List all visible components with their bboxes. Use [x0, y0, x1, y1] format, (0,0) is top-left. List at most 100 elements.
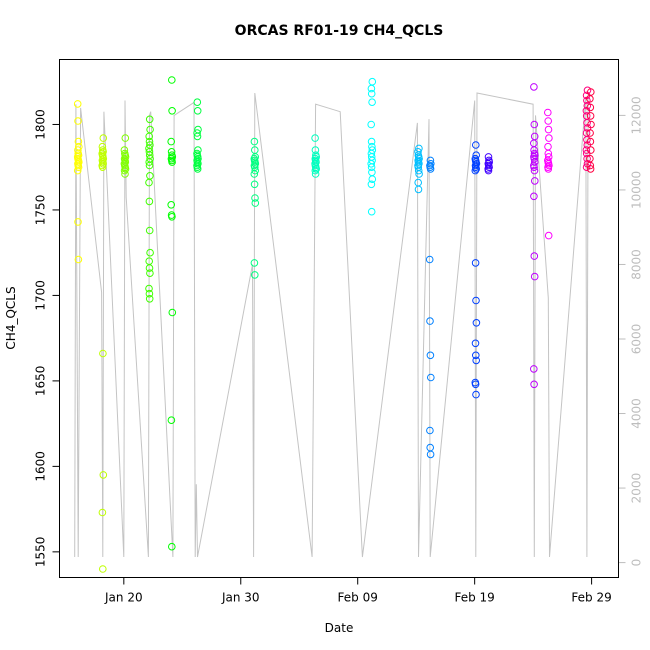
- data-point: [415, 170, 423, 178]
- data-point: [582, 163, 591, 171]
- data-point: [583, 154, 591, 163]
- data-point: [582, 146, 591, 154]
- data-point: [145, 295, 154, 303]
- data-point: [146, 269, 154, 278]
- x-tick-label: Feb 29: [571, 591, 611, 605]
- data-point: [471, 380, 480, 389]
- data-point: [74, 163, 83, 171]
- data-point: [586, 95, 594, 103]
- data-point: [74, 255, 83, 264]
- y2-tick-label: 2000: [630, 473, 644, 504]
- data-point: [251, 271, 259, 279]
- flight-series-rf06: [193, 98, 202, 173]
- data-point: [145, 197, 154, 206]
- data-point: [544, 108, 552, 117]
- data-point: [544, 117, 553, 125]
- data-point: [145, 284, 153, 293]
- data-point: [74, 117, 82, 125]
- data-point: [168, 107, 176, 115]
- flight-series-rf04: [145, 115, 154, 303]
- data-point: [587, 146, 595, 154]
- data-point: [530, 365, 538, 373]
- data-point: [545, 134, 553, 142]
- data-point: [167, 201, 175, 209]
- data-point: [368, 175, 377, 183]
- data-point: [425, 255, 434, 264]
- data-point: [586, 161, 595, 170]
- x-tick-label: Feb 19: [454, 591, 494, 605]
- data-point: [367, 163, 376, 171]
- data-point: [586, 137, 595, 146]
- data-point: [367, 180, 376, 189]
- data-point: [368, 98, 376, 106]
- data-point: [193, 107, 202, 115]
- data-point: [312, 165, 321, 173]
- data-point: [98, 163, 107, 171]
- y-tick-label: 1800: [34, 109, 48, 140]
- data-point: [530, 166, 539, 175]
- data-point: [426, 165, 435, 173]
- y-tick-label: 1650: [34, 366, 48, 397]
- flight-series-rf14: [530, 83, 539, 389]
- data-point: [367, 160, 376, 168]
- data-point: [193, 132, 202, 141]
- y-tick-label: 1750: [34, 195, 48, 226]
- data-point: [367, 137, 376, 146]
- data-point: [74, 218, 82, 226]
- data-point: [168, 76, 176, 84]
- data-point: [145, 226, 154, 235]
- flight-series-rf01: [73, 100, 83, 264]
- y2-tick-label: 6000: [630, 324, 644, 355]
- altitude-track: [74, 92, 589, 558]
- data-point: [311, 170, 320, 178]
- data-point: [167, 416, 176, 425]
- data-point: [145, 161, 154, 170]
- data-point: [168, 213, 176, 221]
- flight-series-rf02: [98, 134, 108, 573]
- data-point: [414, 178, 423, 187]
- data-point: [367, 207, 376, 216]
- data-point: [484, 166, 493, 175]
- data-point: [472, 390, 480, 399]
- data-point: [471, 259, 480, 267]
- data-point: [545, 161, 553, 170]
- flight-series-rf05: [167, 76, 177, 551]
- data-point: [530, 272, 539, 281]
- data-point: [311, 134, 319, 142]
- data-point: [99, 565, 107, 573]
- flight-series-rf03: [120, 134, 130, 178]
- data-point: [586, 129, 594, 137]
- data-point: [145, 289, 154, 298]
- flight-series-rf08: [311, 134, 321, 178]
- flight-series-rf11: [425, 156, 435, 459]
- data-point: [145, 178, 153, 187]
- data-point: [583, 136, 591, 144]
- data-point: [98, 508, 107, 517]
- data-point: [583, 119, 591, 127]
- data-point: [472, 296, 480, 305]
- data-point: [530, 83, 538, 91]
- data-point: [251, 166, 259, 175]
- data-point: [99, 471, 108, 479]
- chart-title: ORCAS RF01-19 CH4_QCLS: [235, 23, 444, 39]
- data-point: [531, 177, 539, 185]
- data-point: [146, 125, 154, 134]
- data-point: [145, 264, 154, 272]
- data-point: [414, 185, 423, 194]
- flight-series-rf15: [544, 108, 553, 240]
- data-point: [530, 120, 539, 129]
- data-point: [146, 248, 154, 257]
- y-tick-label: 1550: [34, 537, 48, 568]
- data-point: [168, 542, 176, 551]
- data-points: [73, 76, 595, 573]
- data-point: [530, 252, 539, 260]
- plot-frame: [59, 59, 619, 578]
- data-point: [472, 356, 481, 365]
- y-tick-label: 1700: [34, 280, 48, 311]
- data-point: [367, 84, 376, 93]
- data-point: [193, 165, 202, 173]
- data-point: [485, 163, 493, 171]
- flight-series-rf16: [582, 86, 592, 171]
- data-point: [145, 115, 154, 124]
- data-point: [121, 170, 129, 178]
